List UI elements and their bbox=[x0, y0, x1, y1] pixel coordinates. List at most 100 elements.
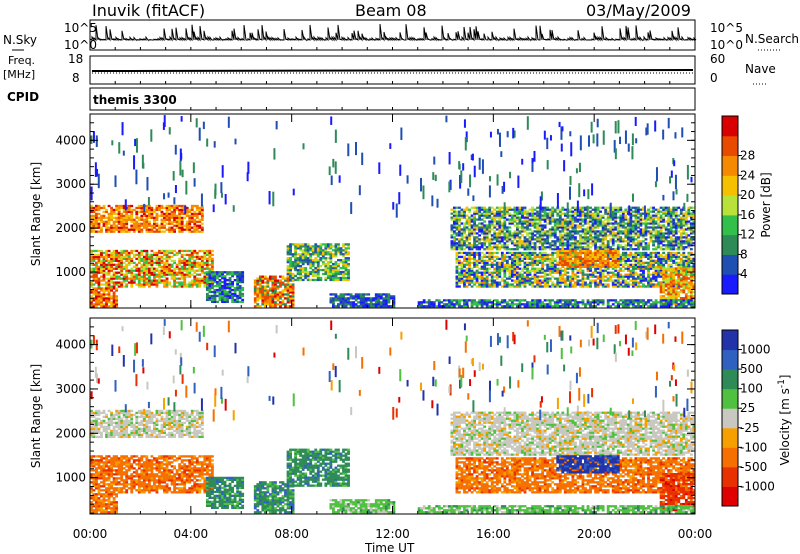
power-cell bbox=[140, 204, 144, 208]
power-cell bbox=[500, 244, 504, 247]
power-cell bbox=[185, 226, 189, 229]
power-cell bbox=[553, 222, 557, 225]
power-cell bbox=[266, 285, 270, 288]
power-cell bbox=[677, 220, 681, 223]
power-cell bbox=[160, 275, 164, 278]
power-cell bbox=[662, 234, 666, 237]
power-cell bbox=[296, 261, 300, 264]
power-cell bbox=[581, 242, 585, 245]
power-cell bbox=[450, 242, 454, 245]
power-cell bbox=[516, 285, 519, 288]
power-cell bbox=[132, 253, 136, 257]
power-cell bbox=[238, 300, 242, 304]
power-cell bbox=[644, 234, 648, 237]
power-cell bbox=[460, 214, 464, 217]
power-cell bbox=[190, 265, 194, 268]
power-cell bbox=[324, 264, 328, 268]
power-cell bbox=[563, 228, 567, 231]
power-cell bbox=[568, 208, 572, 211]
power-cell bbox=[329, 299, 333, 302]
power-cell bbox=[316, 274, 320, 278]
power-cell bbox=[538, 283, 542, 286]
power-cell bbox=[480, 255, 484, 259]
power-cell bbox=[279, 291, 282, 294]
power-cell bbox=[558, 251, 562, 255]
power-cell bbox=[664, 214, 668, 217]
power-cell bbox=[205, 296, 209, 300]
power-cell bbox=[543, 257, 547, 261]
power-cell bbox=[498, 230, 502, 233]
power-cell bbox=[480, 285, 484, 288]
power-cell bbox=[236, 288, 240, 292]
power-cell bbox=[621, 210, 625, 213]
power-cell bbox=[208, 281, 212, 284]
power-cell bbox=[127, 257, 131, 261]
power-cell bbox=[508, 283, 512, 286]
power-cell bbox=[286, 261, 290, 264]
power-cell bbox=[263, 305, 267, 308]
power-cell bbox=[563, 232, 567, 235]
power-cell bbox=[205, 249, 209, 253]
power-cell bbox=[276, 299, 280, 302]
power-cell bbox=[518, 220, 522, 223]
power-cell bbox=[311, 270, 315, 274]
power-cell bbox=[122, 255, 126, 259]
power-cell bbox=[216, 284, 219, 288]
power-cell bbox=[631, 265, 635, 268]
power-cell bbox=[526, 275, 529, 278]
power-cell bbox=[465, 246, 469, 249]
power-cell bbox=[599, 238, 603, 241]
power-cell bbox=[337, 243, 340, 246]
power-cell bbox=[102, 279, 106, 282]
power-cell bbox=[324, 272, 328, 276]
power-cell bbox=[533, 273, 537, 276]
power-cell bbox=[619, 255, 623, 259]
power-cell bbox=[465, 251, 469, 255]
power-cell bbox=[503, 253, 507, 257]
power-cell bbox=[299, 253, 303, 256]
power-cell bbox=[377, 303, 381, 306]
power-cell bbox=[238, 277, 242, 280]
power-cell bbox=[553, 220, 557, 223]
power-cell bbox=[142, 271, 146, 274]
power-cell bbox=[455, 265, 459, 268]
power-cell bbox=[458, 224, 461, 227]
power-cell bbox=[193, 204, 197, 208]
power-cell bbox=[584, 220, 587, 223]
power-cell bbox=[163, 214, 166, 218]
power-cell bbox=[591, 216, 595, 219]
power-cell bbox=[541, 281, 545, 284]
power-cell bbox=[344, 249, 348, 252]
power-cell bbox=[155, 281, 159, 284]
power-cell bbox=[100, 303, 103, 306]
power-cell bbox=[153, 269, 156, 272]
power-cell bbox=[563, 236, 567, 239]
power-cell bbox=[140, 283, 144, 286]
power-cell bbox=[392, 299, 396, 302]
power-cell bbox=[168, 263, 171, 266]
power-cell bbox=[266, 297, 270, 300]
power-cell bbox=[342, 270, 345, 274]
power-cell bbox=[155, 214, 159, 218]
power-cell bbox=[468, 251, 471, 255]
power-cell bbox=[165, 206, 169, 210]
power-cell bbox=[337, 305, 340, 308]
power-cell bbox=[125, 277, 129, 280]
power-cell bbox=[263, 303, 267, 306]
power-cell bbox=[281, 275, 285, 278]
power-cell bbox=[107, 287, 111, 290]
power-cell bbox=[266, 277, 270, 280]
power-cell bbox=[687, 238, 691, 241]
power-cell bbox=[634, 244, 638, 247]
power-cell bbox=[521, 210, 524, 213]
power-cell bbox=[218, 290, 222, 294]
power-cell bbox=[92, 228, 96, 231]
power-cell bbox=[558, 220, 562, 223]
power-cell bbox=[543, 281, 547, 284]
power-cell bbox=[657, 216, 661, 219]
power-cell bbox=[238, 275, 242, 278]
power-cell bbox=[107, 255, 111, 259]
power-cell bbox=[213, 273, 217, 276]
power-cell bbox=[198, 220, 202, 223]
power-cell bbox=[175, 285, 179, 288]
